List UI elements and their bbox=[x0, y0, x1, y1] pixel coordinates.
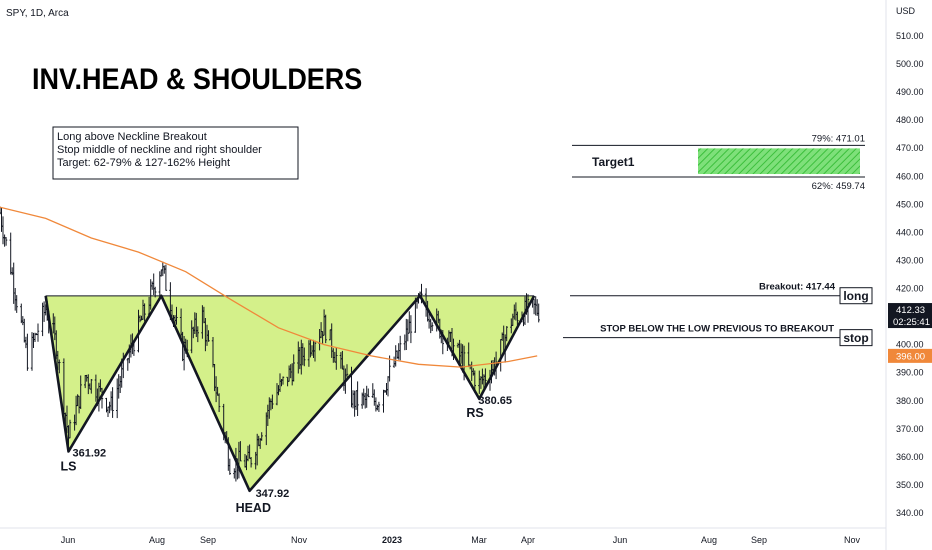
last-price-tag bbox=[888, 303, 932, 329]
countdown-value: 02:25:41 bbox=[893, 317, 930, 328]
price-tick-label: 420.00 bbox=[896, 284, 924, 294]
target-upper-label: 79%: 471.01 bbox=[812, 133, 865, 144]
price-tick-label: 360.00 bbox=[896, 452, 924, 462]
currency-label: USD bbox=[896, 6, 916, 16]
price-tick-label: 500.00 bbox=[896, 59, 924, 69]
price-tick-label: 480.00 bbox=[896, 115, 924, 125]
target-zone: 79%: 471.01 62%: 459.74 Target1 bbox=[572, 133, 865, 192]
target-zone-fill bbox=[698, 148, 860, 175]
time-tick-label: Nov bbox=[291, 535, 308, 545]
candles-layer bbox=[0, 206, 540, 482]
last-price-value: 412.33 bbox=[896, 305, 925, 316]
price-tick-label: 460.00 bbox=[896, 171, 924, 181]
long-tag-box bbox=[839, 287, 873, 305]
head-label: HEAD bbox=[236, 501, 271, 515]
stop-tag-box bbox=[839, 329, 873, 347]
moving-average-layer bbox=[0, 206, 538, 368]
notes-box bbox=[52, 126, 299, 180]
head-price-label: 347.92 bbox=[256, 488, 290, 500]
stop-tag: stop bbox=[843, 331, 868, 345]
target-lower-label: 62%: 459.74 bbox=[812, 181, 865, 192]
rs-price-label: 380.65 bbox=[478, 395, 512, 407]
rs-label: RS bbox=[466, 406, 483, 420]
annotation-lines-layer: Breakout: 417.44 long STOP BELOW THE LOW P… bbox=[563, 282, 873, 347]
time-tick-label: Jun bbox=[613, 535, 628, 545]
symbol-header: SPY, 1D, Arca bbox=[6, 8, 69, 19]
time-tick-label: Sep bbox=[751, 535, 767, 545]
stop-label: STOP BELOW THE LOW PREVIOUS TO BREAKOUT bbox=[600, 324, 834, 335]
price-tick-label: 340.00 bbox=[896, 508, 924, 518]
ls-label: LS bbox=[60, 459, 76, 473]
price-tick-label: 450.00 bbox=[896, 199, 924, 209]
pattern-outline bbox=[44, 294, 536, 493]
price-tick-label: 390.00 bbox=[896, 368, 924, 378]
time-tick-label: 2023 bbox=[382, 535, 402, 545]
price-tick-label: 440.00 bbox=[896, 227, 924, 237]
notes-line: Target: 62-79% & 127-162% Height bbox=[57, 157, 230, 169]
time-tick-label: Mar bbox=[471, 535, 487, 545]
breakout-label: Breakout: 417.44 bbox=[759, 282, 836, 293]
pattern-layer bbox=[44, 294, 536, 493]
price-axis[interactable]: USD 510.00 500.00 490.00 480.00 470.00 460.00 4… bbox=[885, 0, 932, 550]
ma-value-tag bbox=[888, 348, 932, 363]
time-tick-label: Jun bbox=[61, 535, 76, 545]
moving-average-line bbox=[0, 206, 538, 368]
price-tick-label: 400.00 bbox=[896, 340, 924, 350]
chart-title: INV.HEAD & SHOULDERS bbox=[32, 63, 362, 97]
time-axis[interactable]: Jun Aug Sep Nov 2023 Mar Apr Jun Aug Sep Nov bbox=[0, 527, 886, 545]
target-label: Target1 bbox=[592, 155, 635, 169]
notes-line: Stop middle of neckline and right should… bbox=[57, 144, 262, 156]
price-tick-label: 350.00 bbox=[896, 480, 924, 490]
time-tick-label: Apr bbox=[521, 535, 535, 545]
pattern-fill bbox=[45, 295, 535, 491]
price-tick-label: 380.00 bbox=[896, 396, 924, 406]
time-tick-label: Aug bbox=[149, 535, 165, 545]
price-tick-label: 470.00 bbox=[896, 143, 924, 153]
time-tick-label: Sep bbox=[200, 535, 216, 545]
time-tick-label: Nov bbox=[844, 535, 861, 545]
notes-line: Long above Neckline Breakout bbox=[57, 131, 207, 143]
price-tick-label: 430.00 bbox=[896, 255, 924, 265]
ma-value: 396.00 bbox=[896, 351, 925, 362]
long-tag: long bbox=[843, 289, 868, 303]
time-tick-label: Aug bbox=[701, 535, 717, 545]
price-tick-label: 510.00 bbox=[896, 31, 924, 41]
price-tick-label: 490.00 bbox=[896, 87, 924, 97]
ls-price-label: 361.92 bbox=[72, 447, 106, 459]
price-tick-label: 370.00 bbox=[896, 424, 924, 434]
